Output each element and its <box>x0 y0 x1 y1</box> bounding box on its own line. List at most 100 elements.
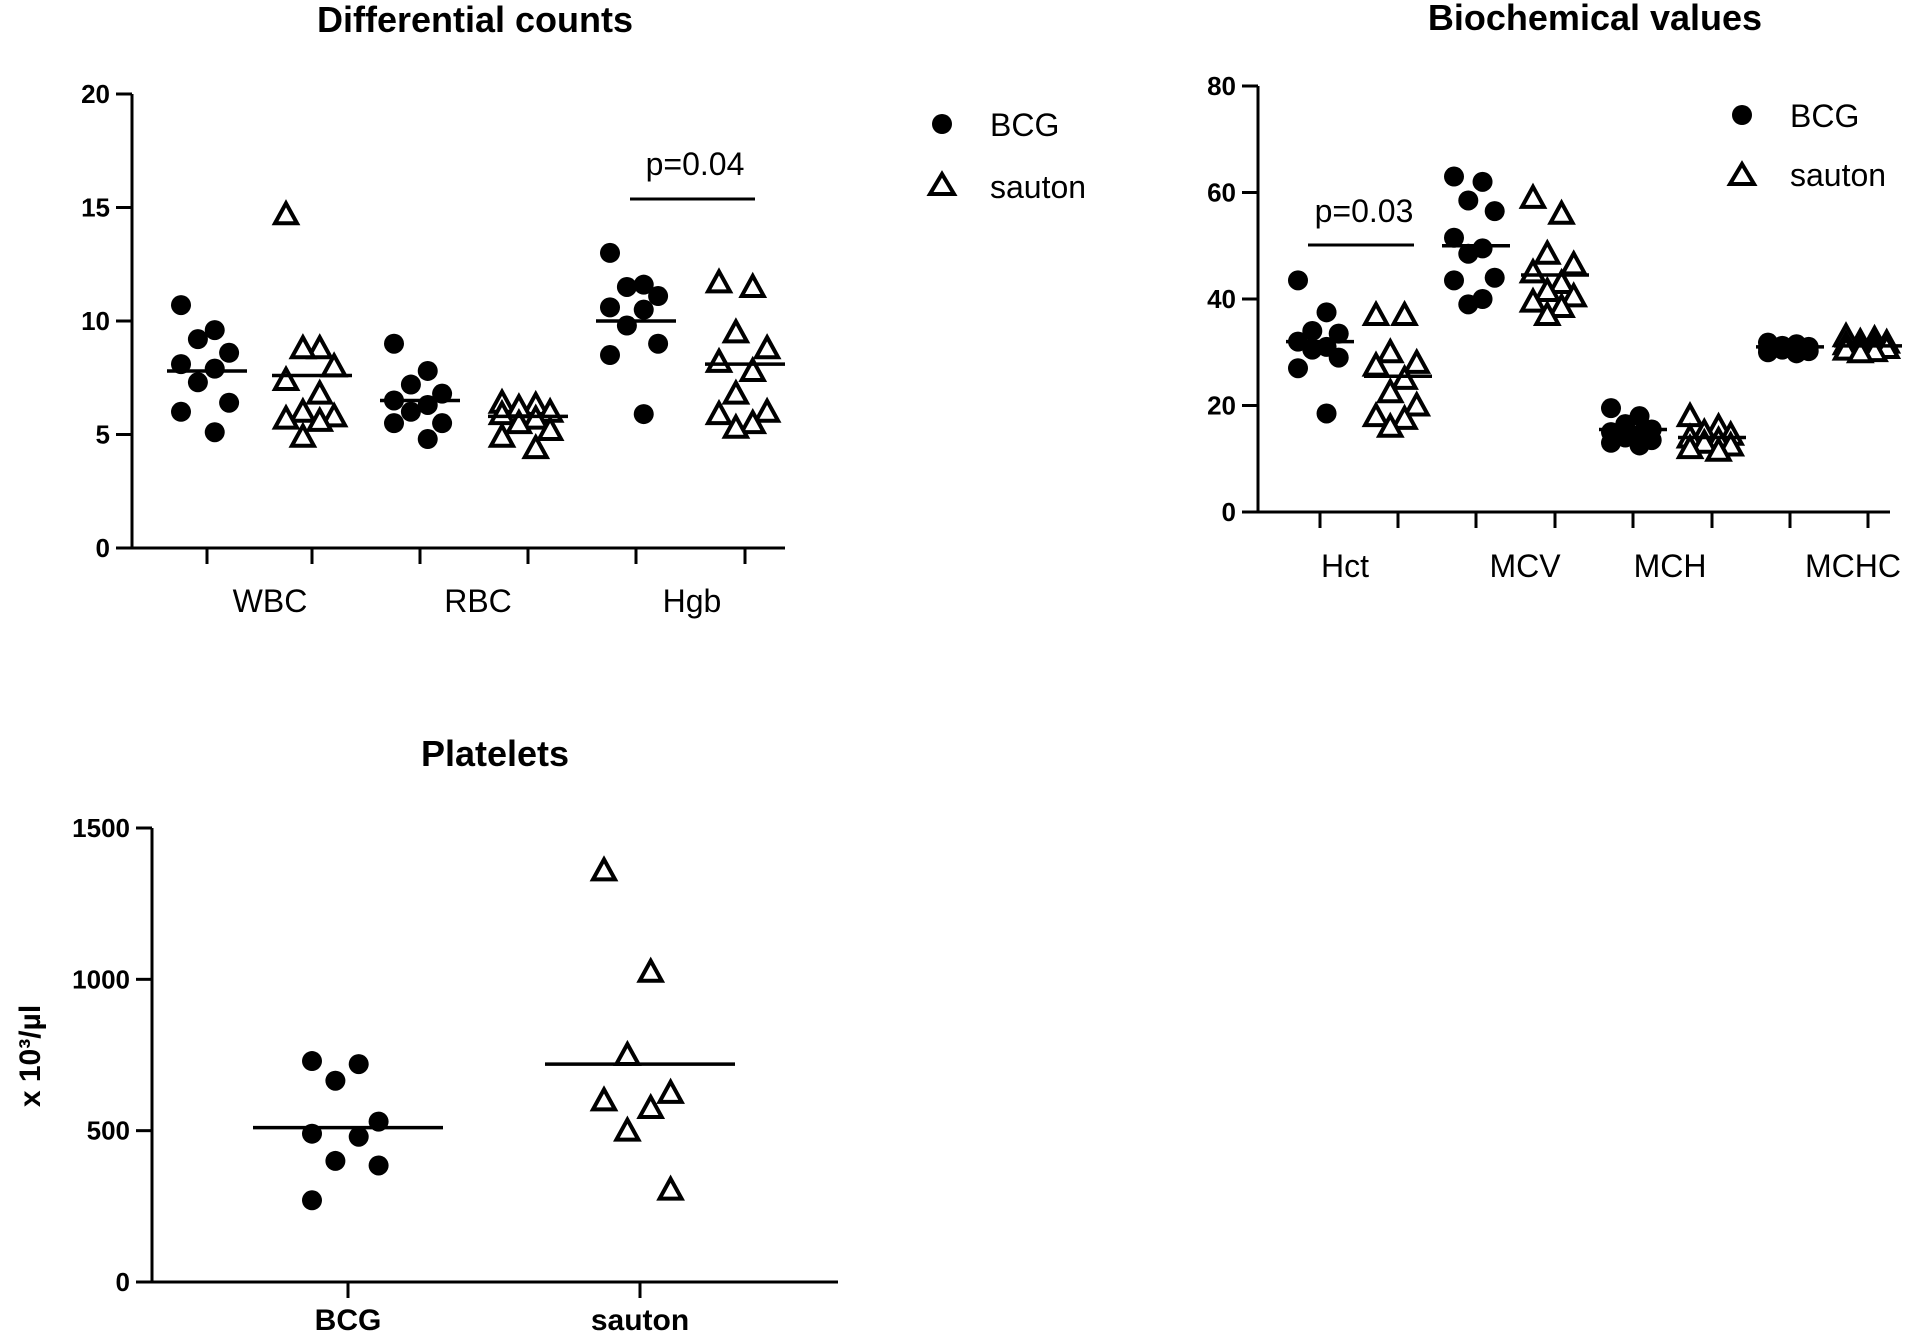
x-category-label: RBC <box>444 583 512 619</box>
data-point-sauton <box>305 333 335 360</box>
data-point-sauton <box>1704 435 1733 462</box>
data-point-sauton <box>589 1085 619 1112</box>
p-value-label: p=0.04 <box>646 146 745 182</box>
x-category-label: sauton <box>591 1304 689 1336</box>
data-point-sauton <box>1361 299 1391 326</box>
data-point-sauton <box>752 396 782 423</box>
significance-annotation: p=0.03 <box>1308 193 1414 247</box>
data-point-sauton <box>305 378 335 405</box>
data-point-bcg <box>633 274 654 295</box>
data-point-bcg <box>616 315 637 336</box>
data-point-bcg <box>600 297 620 318</box>
data-point-bcg <box>187 329 208 350</box>
data-point-sauton <box>721 317 751 344</box>
data-point-bcg <box>325 1070 346 1091</box>
data-point-bcg <box>302 1051 322 1072</box>
y-tick-label: 60 <box>1207 178 1236 208</box>
data-point-sauton <box>1547 198 1576 225</box>
data-point-sauton <box>1518 182 1548 209</box>
data-point-sauton <box>1689 427 1719 454</box>
data-point-bcg <box>204 358 225 379</box>
x-category-label: BCG <box>315 1304 382 1336</box>
data-point-bcg <box>348 1126 369 1147</box>
legend-marker-sauton <box>926 170 958 196</box>
data-point-sauton <box>738 355 768 382</box>
y-tick-label: 80 <box>1207 71 1236 101</box>
data-point-bcg <box>400 401 421 422</box>
data-point-sauton <box>271 364 301 392</box>
data-point-bcg <box>1288 358 1308 379</box>
data-point-bcg <box>1458 190 1479 211</box>
data-point-sauton <box>1390 403 1419 430</box>
data-point-sauton <box>721 412 751 439</box>
data-point-bcg <box>171 295 191 316</box>
data-point-sauton <box>305 405 335 432</box>
data-point-bcg <box>204 320 225 341</box>
data-point-bcg <box>417 360 438 381</box>
legend-label-sauton: sauton <box>990 169 1086 205</box>
data-point-sauton <box>504 407 534 435</box>
data-point-bcg <box>633 404 654 425</box>
data-point-bcg <box>1328 323 1349 344</box>
legend-label-bcg: BCG <box>990 107 1059 143</box>
data-point-sauton <box>721 378 751 405</box>
data-point-bcg <box>1444 227 1464 248</box>
data-point-bcg <box>187 372 208 393</box>
biochemical-values-panel: Biochemical values 0 20 40 60 80 Hct MCV MCH MC… <box>1207 0 1902 584</box>
legend-marker-bcg <box>932 114 952 134</box>
data-point-sauton <box>1559 281 1589 308</box>
y-tick-label: 15 <box>81 193 110 223</box>
data-point-bcg <box>302 1190 322 1211</box>
data-point-sauton <box>1532 299 1562 326</box>
data-point-sauton <box>1375 411 1405 438</box>
x-category-label: WBC <box>233 583 308 619</box>
x-category-label: Hct <box>1321 548 1369 584</box>
legend-marker-bcg <box>1732 105 1752 125</box>
data-point-bcg <box>1328 347 1349 368</box>
data-point-sauton <box>1559 249 1589 276</box>
data-point-bcg <box>348 1054 369 1075</box>
y-tick-label: 40 <box>1207 284 1236 314</box>
chart-title: Differential counts <box>317 0 633 40</box>
data-point-bcg <box>219 392 240 413</box>
y-tick-label: 0 <box>1222 497 1236 527</box>
data-point-sauton <box>288 333 318 360</box>
data-point-sauton <box>288 421 318 448</box>
data-point-sauton <box>1390 299 1419 326</box>
y-tick-label: 0 <box>96 533 110 563</box>
data-point-bcg <box>1458 294 1479 315</box>
data-point-sauton <box>752 333 782 360</box>
y-tick-label: 1500 <box>72 813 130 843</box>
data-point-sauton <box>271 403 301 430</box>
data-point-sauton <box>704 398 734 426</box>
data-point-sauton <box>271 199 301 226</box>
y-tick-label: 0 <box>116 1267 130 1297</box>
x-category-label: MCH <box>1634 548 1707 584</box>
y-tick-label: 10 <box>81 306 110 336</box>
data-point-bcg <box>1316 302 1337 323</box>
data-point-bcg <box>648 333 669 354</box>
legend: BCG sauton <box>926 107 1086 205</box>
data-point-bcg <box>204 422 225 443</box>
data-point-bcg <box>648 286 669 307</box>
data-point-sauton <box>704 346 734 373</box>
data-point-sauton <box>487 421 517 448</box>
p-value-label: p=0.03 <box>1315 193 1414 229</box>
data-point-bcg <box>384 333 404 354</box>
data-point-sauton <box>738 271 768 298</box>
y-tick-label: 500 <box>87 1116 130 1146</box>
data-point-bcg <box>600 242 620 263</box>
y-axis-label: x 10³/µl <box>14 1005 47 1107</box>
x-category-label: MCV <box>1489 548 1561 584</box>
data-point-sauton <box>521 432 551 460</box>
data-point-sauton <box>613 1115 642 1142</box>
data-point-bcg <box>1302 339 1323 360</box>
data-point-bcg <box>1458 243 1479 264</box>
differential-counts-panel: Differential counts 0 5 10 15 20 WBC RBC Hgb p… <box>81 0 1086 619</box>
data-point-bcg <box>1316 403 1337 424</box>
data-point-bcg <box>633 299 654 320</box>
y-tick-label: 20 <box>1207 391 1236 421</box>
data-point-bcg <box>1288 270 1308 291</box>
legend-label-bcg: BCG <box>1790 98 1859 134</box>
